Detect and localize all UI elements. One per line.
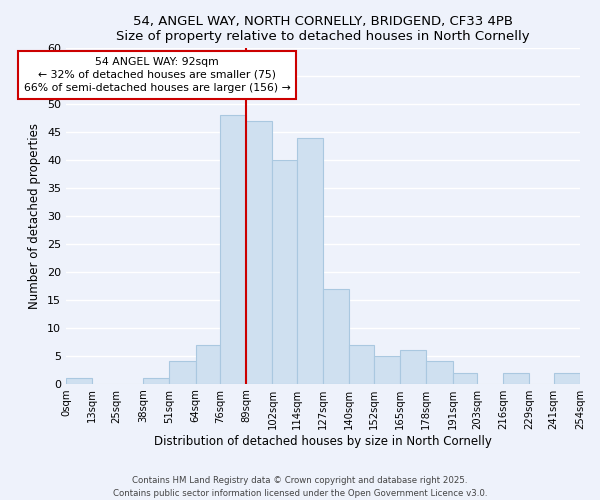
X-axis label: Distribution of detached houses by size in North Cornelly: Distribution of detached houses by size … <box>154 434 492 448</box>
Bar <box>400 350 426 384</box>
Bar <box>272 160 296 384</box>
Title: 54, ANGEL WAY, NORTH CORNELLY, BRIDGEND, CF33 4PB
Size of property relative to d: 54, ANGEL WAY, NORTH CORNELLY, BRIDGEND,… <box>116 15 530 43</box>
Bar <box>503 372 529 384</box>
Bar <box>349 344 374 384</box>
Bar <box>246 121 272 384</box>
Bar <box>374 356 400 384</box>
Bar <box>452 372 477 384</box>
Y-axis label: Number of detached properties: Number of detached properties <box>28 123 41 309</box>
Bar <box>169 362 196 384</box>
Bar <box>220 116 246 384</box>
Text: Contains HM Land Registry data © Crown copyright and database right 2025.
Contai: Contains HM Land Registry data © Crown c… <box>113 476 487 498</box>
Bar <box>323 288 349 384</box>
Bar <box>554 372 580 384</box>
Bar <box>66 378 92 384</box>
Bar <box>426 362 452 384</box>
Bar <box>296 138 323 384</box>
Text: 54 ANGEL WAY: 92sqm
← 32% of detached houses are smaller (75)
66% of semi-detach: 54 ANGEL WAY: 92sqm ← 32% of detached ho… <box>23 56 290 93</box>
Bar <box>143 378 169 384</box>
Bar <box>196 344 220 384</box>
